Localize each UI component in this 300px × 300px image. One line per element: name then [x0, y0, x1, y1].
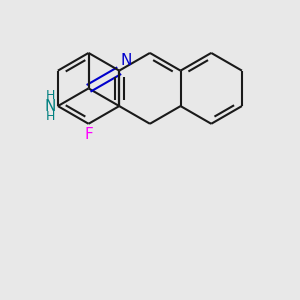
Text: F: F [84, 127, 93, 142]
Text: N: N [121, 52, 132, 68]
Text: N: N [44, 99, 56, 114]
Text: H: H [46, 89, 56, 102]
Text: H: H [46, 110, 56, 123]
